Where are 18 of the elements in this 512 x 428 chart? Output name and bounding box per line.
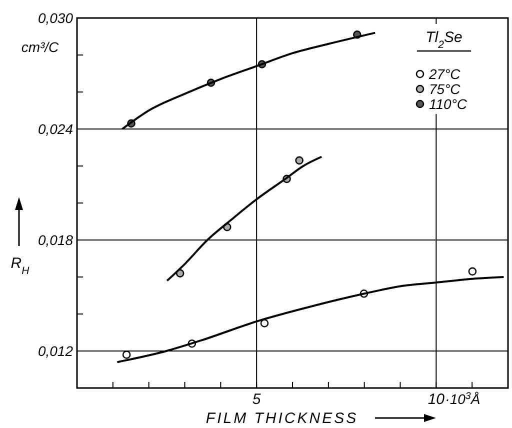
y-tick-label: 0,012 — [38, 343, 74, 359]
x-tick-label: 5 — [252, 391, 262, 408]
y-axis-title: R$_{H}$ — [10, 255, 30, 277]
text: ·10$^{3}$Å — [445, 390, 480, 407]
point — [468, 267, 477, 276]
legend-label: 27°C — [428, 66, 462, 82]
x-axis-title: FILM THICKNESS — [206, 410, 358, 427]
legend-title: Tl$_{2}$Se — [426, 29, 462, 51]
y-tick-label: 0,030 — [38, 10, 74, 26]
point — [122, 350, 131, 359]
legend-label: 110°C — [429, 96, 468, 112]
point — [295, 156, 304, 165]
y-tick-label: 0,024 — [38, 121, 74, 137]
y-tick-label: 0,018 — [38, 232, 74, 248]
point — [260, 319, 269, 328]
text: cm³/C — [21, 39, 60, 55]
x-tick-label: 10 — [428, 391, 446, 408]
legend-label: 75°C — [429, 81, 462, 97]
